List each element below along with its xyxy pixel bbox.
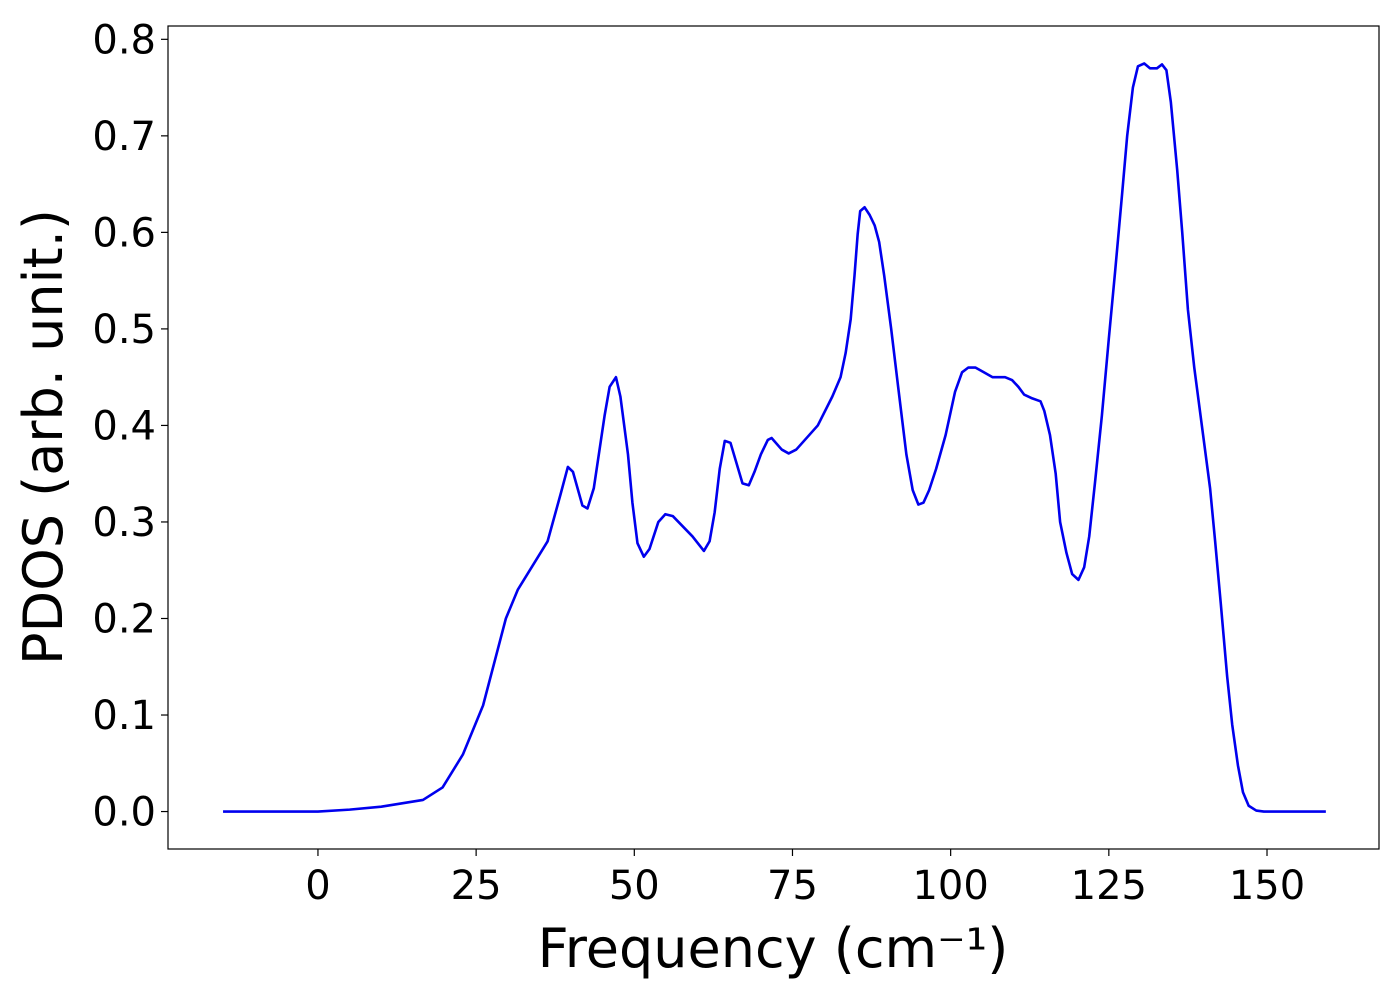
x-tick-label: 25 bbox=[451, 863, 502, 909]
y-tick-label: 0.7 bbox=[92, 114, 156, 160]
data-line bbox=[223, 62, 1326, 813]
y-tick-label: 0.3 bbox=[92, 500, 156, 546]
x-tick-label: 0 bbox=[305, 863, 330, 909]
y-tick-label: 0.5 bbox=[92, 307, 156, 353]
x-tick-label: 125 bbox=[1071, 863, 1147, 909]
y-tick-label: 0.4 bbox=[92, 403, 156, 449]
x-tick-label: 150 bbox=[1229, 863, 1305, 909]
x-tick-label: 75 bbox=[767, 863, 818, 909]
x-tick-label: 100 bbox=[912, 863, 988, 909]
x-axis-label: Frequency (cm⁻¹) bbox=[538, 917, 1009, 980]
y-tick-label: 0.2 bbox=[92, 596, 156, 642]
y-tick-label: 0.6 bbox=[92, 210, 156, 256]
x-tick-label: 50 bbox=[609, 863, 660, 909]
y-tick-label: 0.0 bbox=[92, 790, 156, 836]
y-axis-label: PDOS (arb. unit.) bbox=[12, 209, 75, 665]
plot-frame bbox=[167, 25, 1380, 850]
y-tick-label: 0.1 bbox=[92, 693, 156, 739]
y-tick-label: 0.8 bbox=[92, 17, 156, 63]
